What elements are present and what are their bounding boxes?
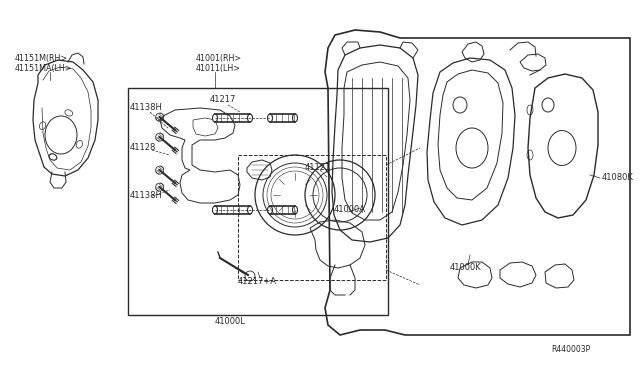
- Text: 41138H: 41138H: [130, 190, 163, 199]
- Text: 41000A: 41000A: [334, 205, 366, 215]
- Ellipse shape: [212, 114, 218, 122]
- Text: 41217: 41217: [210, 96, 236, 105]
- Ellipse shape: [292, 114, 298, 122]
- Text: 41001(RH>: 41001(RH>: [196, 54, 242, 62]
- Text: 41217+A: 41217+A: [238, 278, 277, 286]
- Text: 41121: 41121: [305, 164, 332, 173]
- Text: 41011(LH>: 41011(LH>: [196, 64, 241, 73]
- Ellipse shape: [248, 206, 253, 214]
- Text: 41080K: 41080K: [602, 173, 634, 183]
- Ellipse shape: [268, 114, 273, 122]
- Text: R440003P: R440003P: [551, 346, 590, 355]
- Bar: [128, 88, 388, 315]
- Text: 41151MA(LH>: 41151MA(LH>: [15, 64, 72, 73]
- Text: 41000K: 41000K: [450, 263, 482, 273]
- Text: 41128: 41128: [130, 144, 156, 153]
- Ellipse shape: [268, 206, 273, 214]
- Ellipse shape: [248, 114, 253, 122]
- Text: 41000L: 41000L: [214, 317, 245, 327]
- Ellipse shape: [292, 206, 298, 214]
- Bar: [238, 155, 386, 280]
- Text: 41151M(RH>: 41151M(RH>: [15, 54, 68, 62]
- Ellipse shape: [212, 206, 218, 214]
- Text: 41138H: 41138H: [130, 103, 163, 112]
